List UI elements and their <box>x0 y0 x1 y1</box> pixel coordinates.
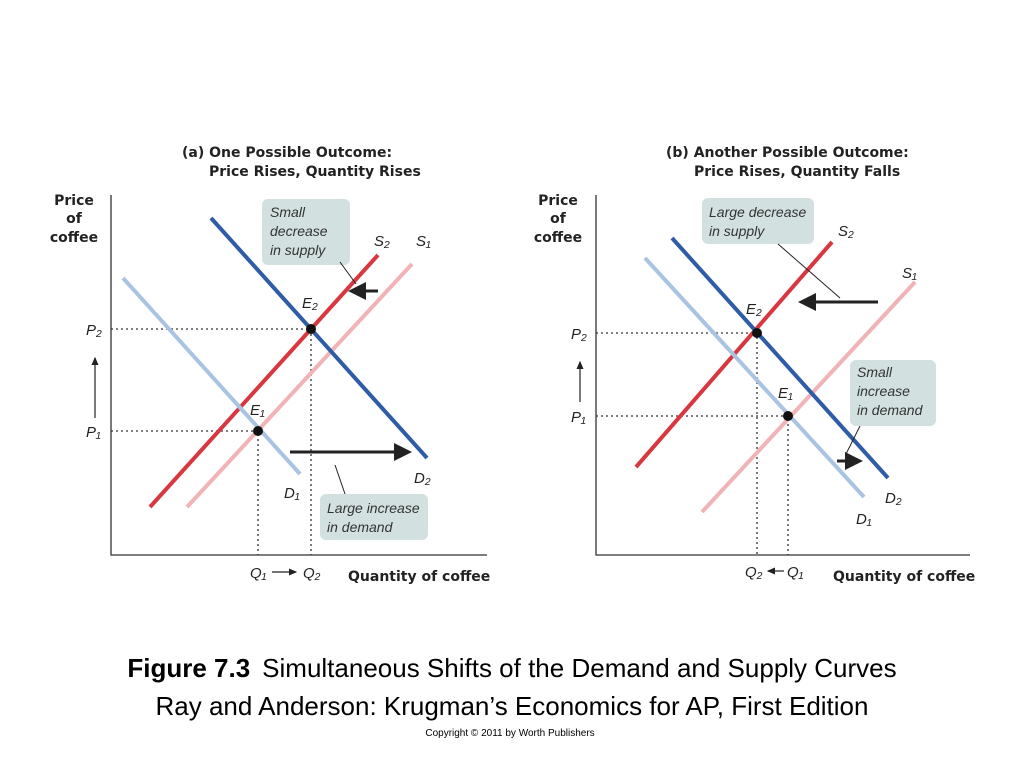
curve-label: S₂ <box>838 223 854 240</box>
callout-text: in demand <box>327 519 394 535</box>
curve-label: D₁ <box>284 485 300 502</box>
curve-label: S₂ <box>374 233 390 250</box>
price-label: P₂ <box>571 326 587 343</box>
supply-s1 <box>700 280 917 514</box>
demand-d2 <box>209 216 429 460</box>
price-label: P₁ <box>86 424 101 441</box>
caption: Figure 7.3 Simultaneous Shifts of the Dem… <box>127 653 896 683</box>
guide-lines <box>596 332 789 555</box>
copyright: Copyright © 2011 by Worth Publishers <box>425 728 594 739</box>
equilibrium <box>752 328 762 338</box>
callout <box>702 198 814 244</box>
panel-title: (a) One Possible Outcome: <box>182 145 392 161</box>
figure-title: Simultaneous Shifts of the Demand and Su… <box>262 653 896 683</box>
curve-label: D₂ <box>414 470 431 487</box>
callout-text: in demand <box>857 402 924 418</box>
callout-text: Large increase <box>327 500 420 516</box>
x-label: Quantity of coffee <box>833 569 975 585</box>
price-label: P₁ <box>571 409 586 426</box>
panel-title: (b) Another Possible Outcome: <box>666 145 909 161</box>
point-label: E₂ <box>302 295 318 312</box>
panel-title: Price Rises, Quantity Falls <box>694 164 900 180</box>
pointer <box>845 425 861 455</box>
equilibrium <box>306 324 316 334</box>
supply-s2 <box>148 253 380 509</box>
panel-title: Price Rises, Quantity Rises <box>209 164 421 180</box>
equilibrium <box>253 426 263 436</box>
point-label: E₁ <box>250 402 265 419</box>
price-label: P₂ <box>86 322 102 339</box>
callout <box>262 199 350 265</box>
demand-d2 <box>670 236 890 480</box>
callout-text: Small <box>270 204 306 220</box>
curve-label: D₂ <box>885 490 902 507</box>
figure-label: Figure 7.3 <box>127 653 250 683</box>
equilibrium <box>783 411 793 421</box>
pointer <box>334 464 346 495</box>
quantity-label: Q₁ <box>787 564 804 581</box>
curve-label: D₁ <box>856 511 872 528</box>
demand-d1 <box>643 256 866 499</box>
point-label: E₂ <box>746 301 762 318</box>
demand-d1 <box>121 276 302 476</box>
pointer <box>777 243 841 299</box>
y-label: of <box>66 211 83 227</box>
callout <box>320 494 428 540</box>
quantity-label: Q₂ <box>745 564 763 581</box>
panel-b: (b) Another Possible Outcome: Price Rise… <box>534 145 975 585</box>
y-label: coffee <box>50 230 98 246</box>
callout-text: in supply <box>270 242 326 258</box>
pointer <box>339 261 357 285</box>
panel-a: (a) One Possible Outcome: Price Rises, Q… <box>50 145 490 585</box>
y-label: Price <box>538 193 578 209</box>
curve-label: S₁ <box>902 265 917 282</box>
callout-text: Large decrease <box>709 204 807 220</box>
callout-text: decrease <box>270 223 328 239</box>
callout <box>850 360 936 426</box>
axes <box>110 195 487 556</box>
callout-text: increase <box>857 383 910 399</box>
caption-source: Ray and Anderson: Krugman’s Economics fo… <box>156 691 869 721</box>
callout-text: in supply <box>709 223 765 239</box>
axes <box>595 195 970 556</box>
quantity-label: Q₂ <box>303 565 321 582</box>
y-label: of <box>550 211 567 227</box>
callout-text: Small <box>857 364 893 380</box>
y-label: Price <box>54 193 94 209</box>
curve-label: S₁ <box>416 233 431 250</box>
x-label: Quantity of coffee <box>348 569 490 585</box>
y-label: coffee <box>534 230 582 246</box>
supply-s1 <box>185 262 414 509</box>
quantity-label: Q₁ <box>250 565 267 582</box>
point-label: E₁ <box>778 385 793 402</box>
